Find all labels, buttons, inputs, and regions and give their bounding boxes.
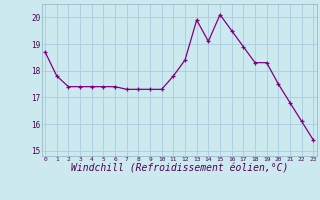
X-axis label: Windchill (Refroidissement éolien,°C): Windchill (Refroidissement éolien,°C) xyxy=(70,164,288,174)
